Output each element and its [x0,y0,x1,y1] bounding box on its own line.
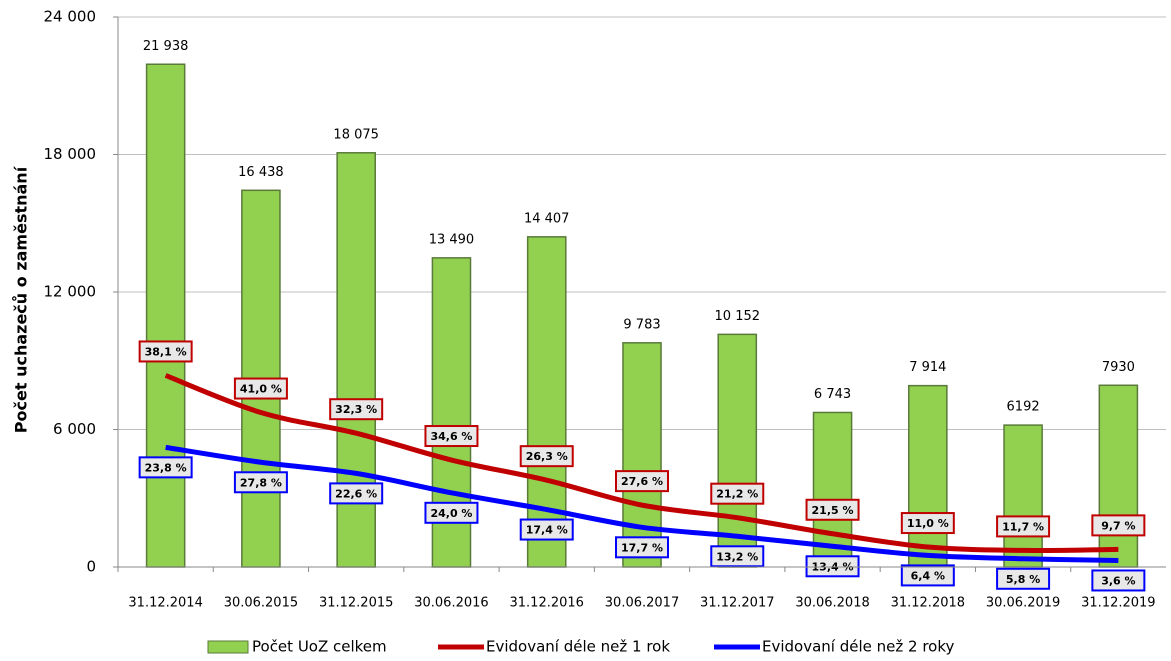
data-label: 16 438 [238,165,284,180]
data-label: 21 938 [143,39,189,54]
data-label: 10 152 [715,309,761,324]
y-tick-label: 12 000 [44,283,97,301]
data-label: 9 783 [623,317,660,332]
data-label: 26,3 % [526,450,568,463]
data-label: 17,4 % [526,524,568,537]
x-tick-label: 31.12.2019 [1081,596,1155,611]
x-tick-label: 30.06.2019 [986,596,1060,611]
data-label: 6192 [1007,400,1040,415]
bar [336,152,376,568]
x-tick-label: 31.12.2017 [700,596,774,611]
data-label: 27,6 % [621,475,663,488]
label-box [805,555,860,578]
label-box [615,536,669,559]
data-label: 11,0 % [907,517,949,530]
data-label: 13 490 [429,232,475,247]
data-label: 13,2 % [716,550,758,563]
data-label: 22,6 % [335,487,377,500]
label-box [996,515,1051,538]
data-label: 21,5 % [812,504,854,517]
data-label: 38,1 % [145,345,187,358]
x-tick-label: 31.12.2016 [510,596,584,611]
data-label: 17,7 % [621,541,663,554]
bar [1098,384,1139,568]
data-label: 14 407 [524,211,570,226]
data-label: 23,8 % [145,461,187,474]
bar [908,384,948,568]
data-label: 34,6 % [430,430,472,443]
x-tick-label: 30.06.2017 [605,596,679,611]
data-label: 3,6 % [1101,574,1135,587]
label-box [519,445,574,468]
label-box [710,482,765,505]
data-label: 21,2 % [716,488,758,501]
data-label: 6,4 % [911,569,945,582]
legend-label: Počet UoZ celkem [252,638,387,656]
line [164,373,1119,553]
data-label: 24,0 % [430,507,472,520]
y-tick-label: 6 000 [53,420,96,438]
y-tick-label: 18 000 [44,145,97,163]
line [165,444,1119,563]
label-box [519,518,574,541]
bar [145,63,186,568]
label-box [710,545,765,568]
label-box [233,377,288,400]
y-tick-label: 24 000 [44,8,97,26]
bar [622,342,662,568]
legend-label: Evidovaní déle než 1 rok [486,638,670,656]
label-box [900,512,955,535]
legend-label: Evidovaní déle než 2 roky [762,638,955,656]
data-label: 11,7 % [1002,520,1044,533]
data-label: 18 075 [333,127,379,142]
label-box [1091,569,1146,592]
x-tick-label: 31.12.2015 [319,596,393,611]
x-tick-label: 30.06.2015 [224,596,298,611]
label-box [329,482,384,505]
y-tick-label: 0 [86,558,96,576]
bar [1003,424,1043,568]
label-box [424,425,479,448]
bar [526,236,567,568]
x-tick-label: 31.12.2014 [128,596,202,611]
label-box [1091,514,1146,537]
data-label: 7 914 [909,360,946,375]
data-label: 5,8 % [1006,573,1040,586]
data-label: 9,7 % [1101,519,1135,532]
label-box [329,398,384,421]
label-box [138,340,193,363]
data-label: 32,3 % [335,403,377,416]
label-box [138,456,193,479]
data-label: 7930 [1102,360,1135,375]
x-tick-label: 30.06.2018 [795,596,869,611]
label-box [233,471,288,494]
label-box [615,470,669,493]
x-tick-label: 30.06.2016 [414,596,488,611]
label-box [996,567,1051,590]
data-label: 27,8 % [240,476,282,489]
data-label: 6 743 [814,387,851,402]
x-tick-label: 31.12.2018 [891,596,965,611]
legend-swatch [207,640,249,654]
data-label: 41,0 % [240,383,282,396]
label-box [805,498,860,521]
label-box [900,564,955,587]
label-box [424,501,479,524]
y-axis-title: Počet uchazečů o zaměstnání [12,165,31,433]
bar [717,333,758,568]
